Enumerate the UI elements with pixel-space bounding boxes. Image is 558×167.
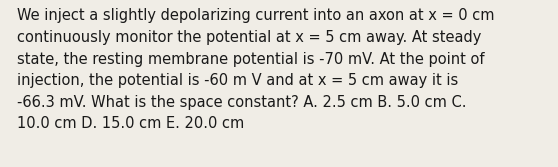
Text: We inject a slightly depolarizing current into an axon at x = 0 cm
continuously : We inject a slightly depolarizing curren… [17,8,494,131]
